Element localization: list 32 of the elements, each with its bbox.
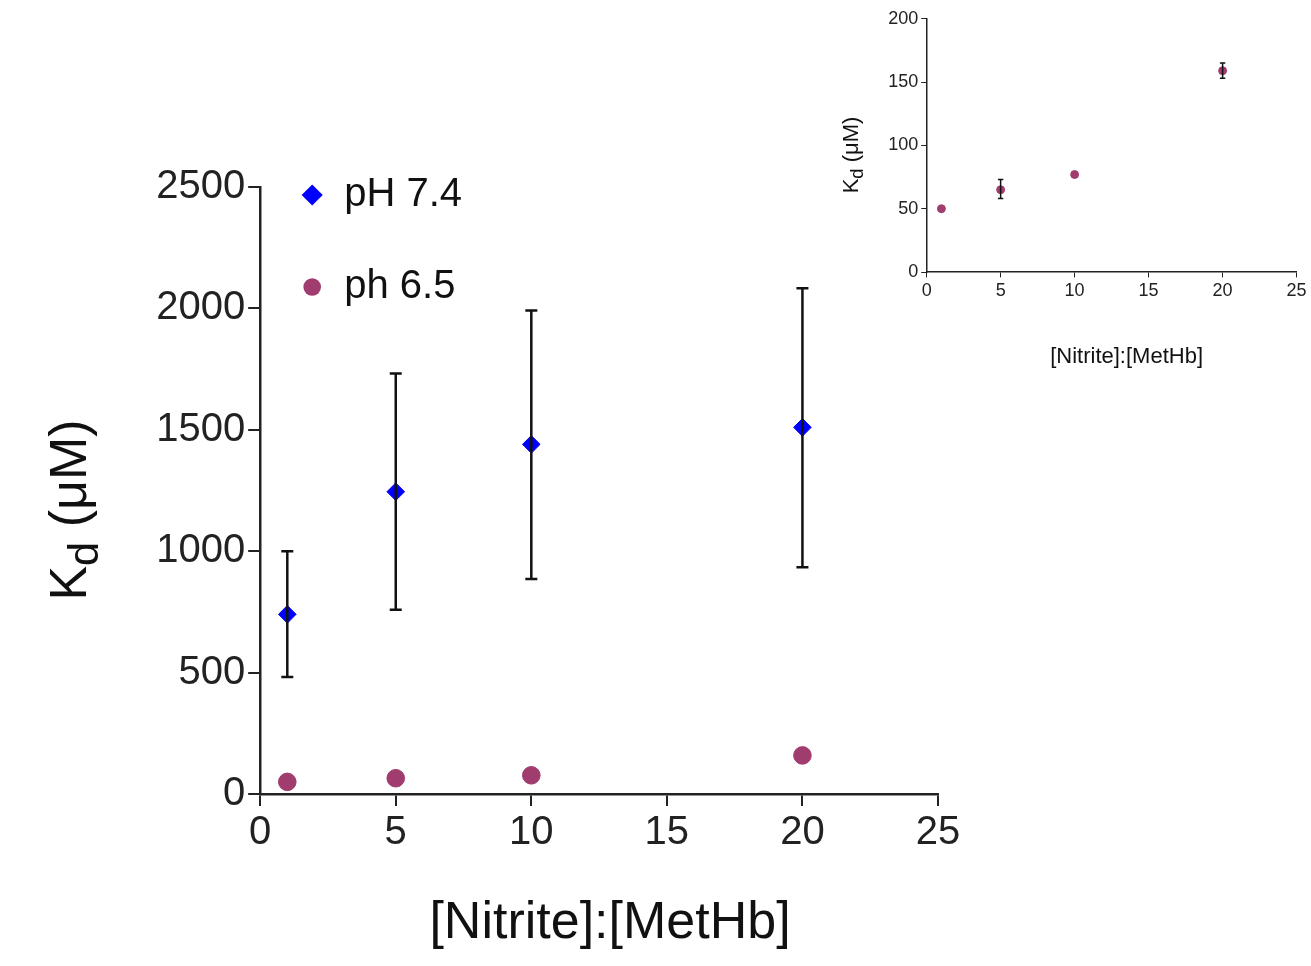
x-tick-label: 25: [1286, 280, 1307, 301]
y-tick-label: 0: [222, 769, 246, 814]
y-tick-label: 50: [898, 197, 919, 218]
y-tick-label: 1000: [156, 526, 246, 571]
x-tick-label: 5: [384, 808, 407, 853]
point: [793, 746, 812, 765]
x-tick-label: 15: [1138, 280, 1159, 301]
point: [936, 204, 946, 214]
y-tick-label: 2500: [156, 162, 246, 207]
x-tick-label: 10: [509, 808, 554, 853]
point: [1070, 170, 1080, 179]
y-tick-label: 100: [888, 134, 919, 155]
y-tick-label: 2000: [156, 283, 246, 328]
x-tick-label: 15: [644, 808, 690, 853]
x-tick-label: 25: [915, 808, 961, 853]
y-tick-label: 150: [888, 71, 919, 92]
x-tick-label: 20: [780, 808, 825, 853]
x-tick-label: 20: [1212, 280, 1233, 301]
x-tick-label: 10: [1064, 280, 1085, 301]
point: [278, 772, 297, 792]
x-tick-label: 5: [995, 280, 1006, 301]
y-tick-label: 200: [888, 7, 919, 28]
point: [386, 768, 406, 788]
legend-label: pH 7.4: [344, 170, 463, 215]
x-axis-title: [Nitrite]:[MetHb]: [1050, 343, 1203, 369]
x-tick-label: 0: [921, 280, 932, 301]
x-axis-title: [Nitrite]:[MetHb]: [429, 890, 791, 950]
y-tick-label: 0: [908, 260, 919, 281]
legend-label: ph 6.5: [344, 262, 456, 307]
y-tick-label: 500: [178, 647, 246, 692]
point: [522, 766, 541, 785]
y-tick-label: 1500: [156, 404, 246, 449]
